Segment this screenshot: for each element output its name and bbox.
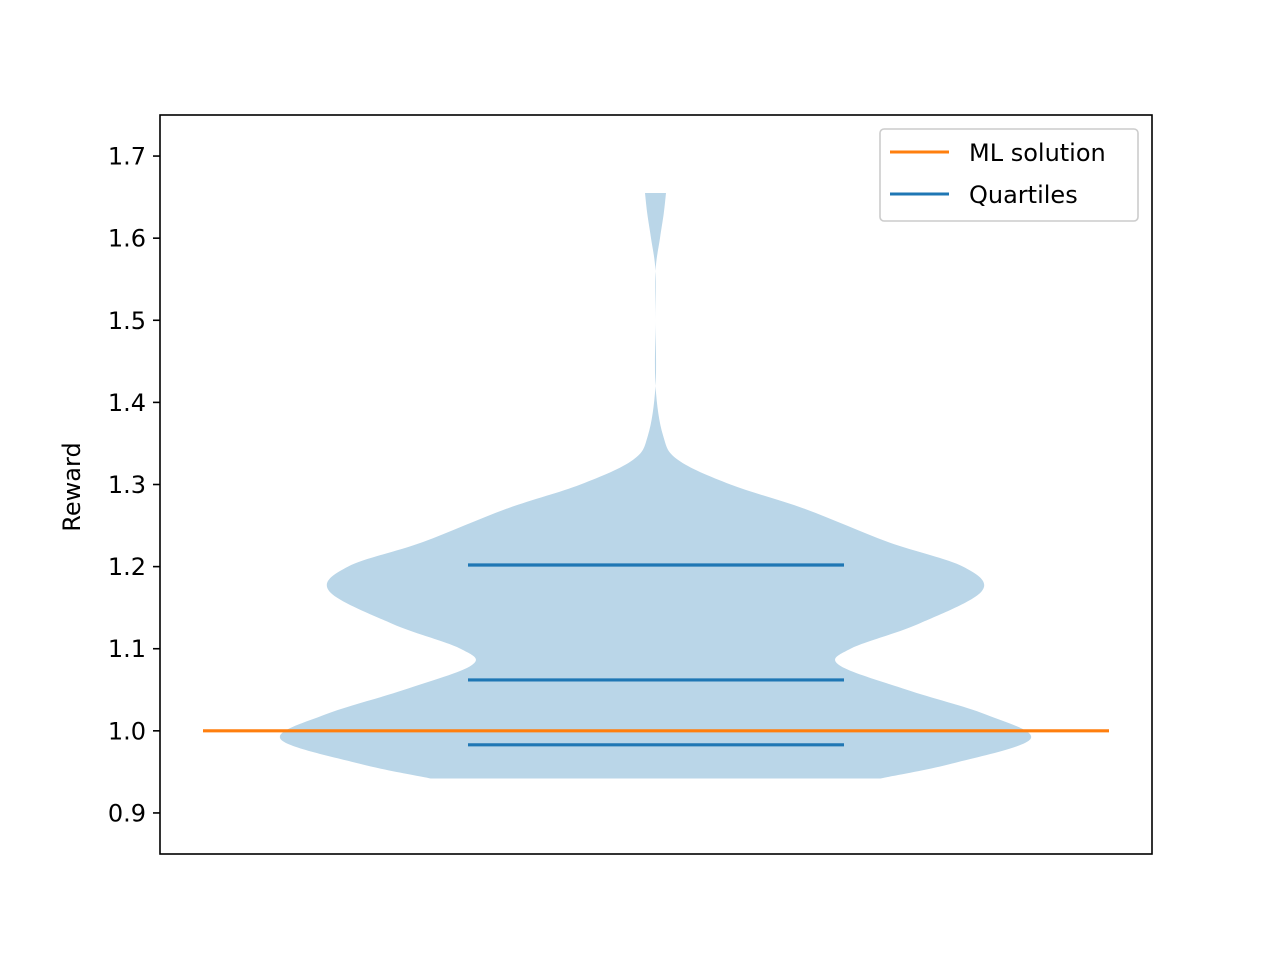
y-tick-label: 1.0 bbox=[108, 717, 146, 745]
legend: ML solution Quartiles bbox=[879, 128, 1139, 222]
y-tick-label: 1.7 bbox=[108, 143, 146, 171]
y-tick-label: 1.5 bbox=[108, 307, 146, 335]
y-tick-label: 1.4 bbox=[108, 389, 146, 417]
lines-layer bbox=[203, 563, 1109, 747]
legend-label-quartiles: Quartiles bbox=[969, 181, 1078, 209]
legend-label-ml-solution: ML solution bbox=[969, 139, 1106, 167]
y-tick-label: 1.6 bbox=[108, 225, 146, 253]
y-tick-label: 1.3 bbox=[108, 471, 146, 499]
violin-body bbox=[279, 193, 1032, 779]
y-tick-label: 1.2 bbox=[108, 553, 146, 581]
violin-layer bbox=[279, 193, 1032, 779]
y-tick-label: 0.9 bbox=[108, 799, 146, 827]
y-tick-label: 1.1 bbox=[108, 635, 146, 663]
y-axis-label: Reward bbox=[58, 442, 86, 531]
y-axis: 0.9 1.0 1.1 1.2 1.3 1.4 1.5 1.6 1.7 bbox=[108, 143, 160, 827]
